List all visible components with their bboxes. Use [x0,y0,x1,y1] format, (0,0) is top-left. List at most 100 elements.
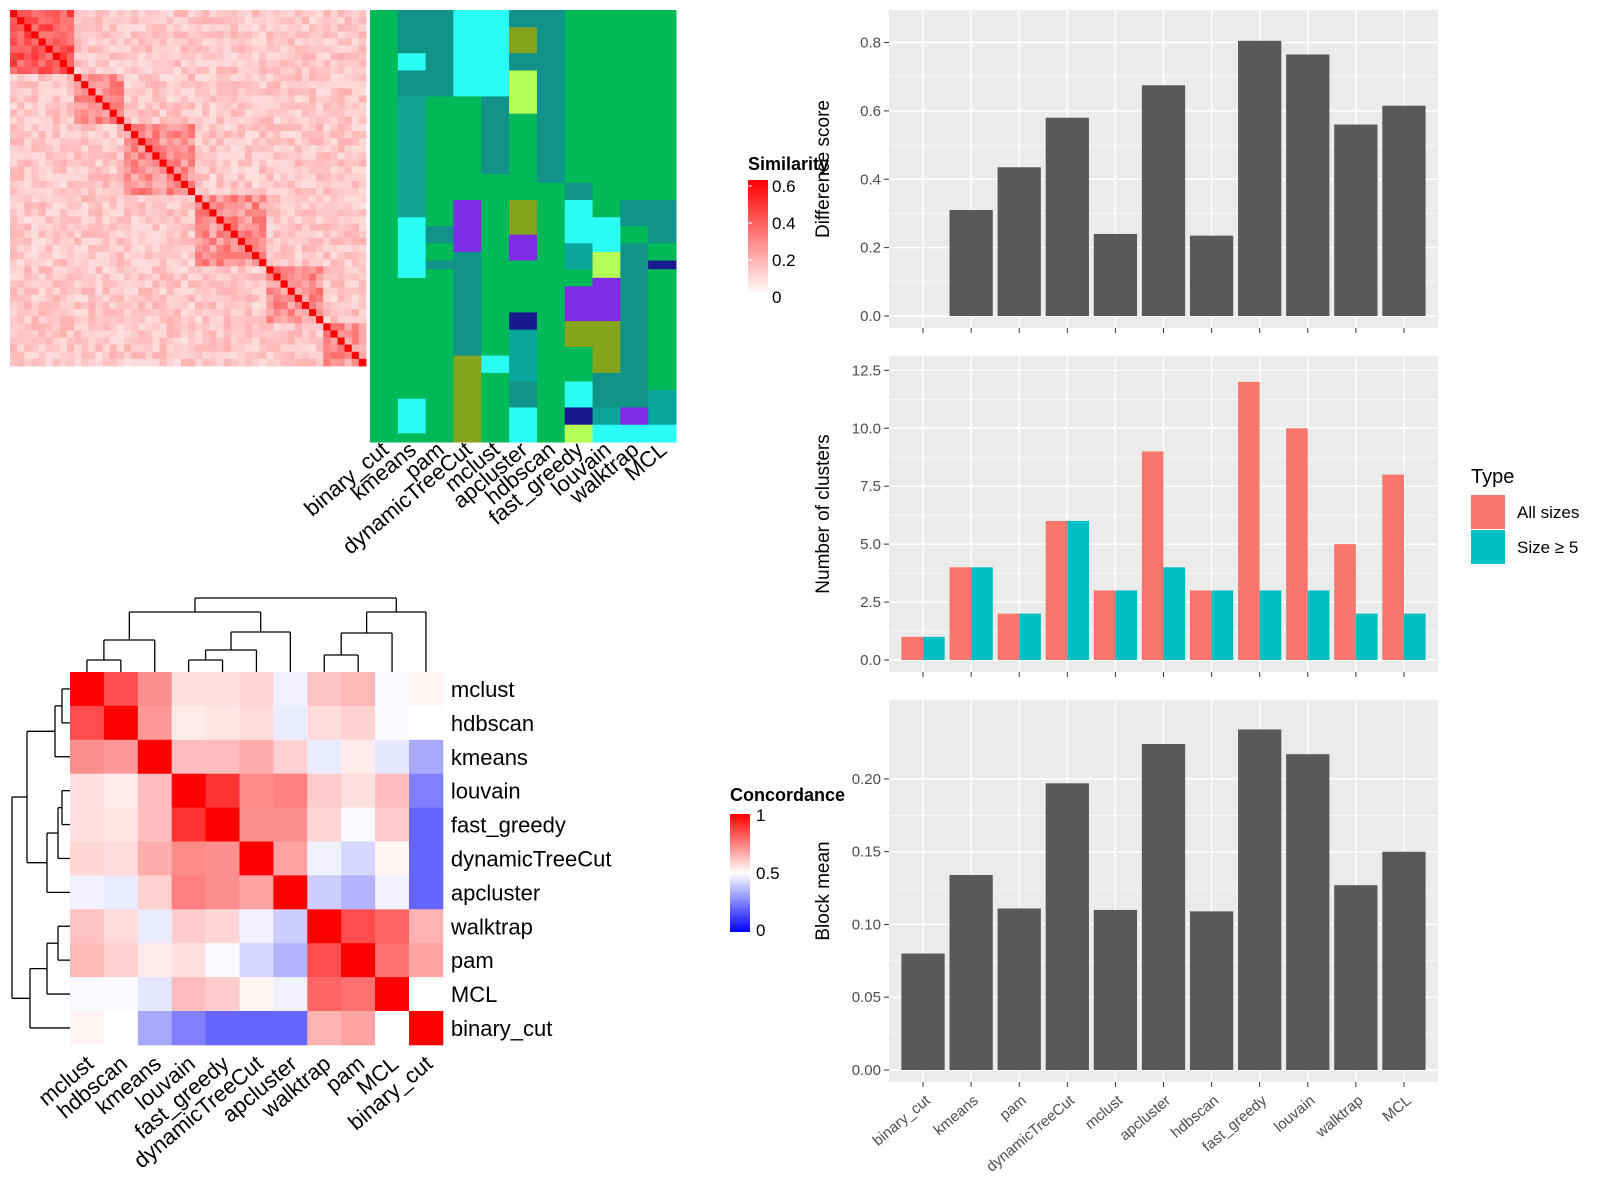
similarity-cell [209,95,217,103]
similarity-cell [223,166,232,175]
similarity-cell [123,31,132,39]
similarity-cell [152,266,160,274]
similarity-cell [81,81,89,89]
similarity-cell [52,116,61,125]
similarity-cell [131,52,139,61]
similarity-cell [273,180,281,189]
similarity-cell [66,280,75,289]
concordance-cell [137,909,173,944]
concordance-cell [70,705,105,741]
similarity-cell [202,145,210,153]
similarity-cell [52,316,61,324]
similarity-cell [259,131,267,139]
similarity-cell [230,195,239,203]
similarity-cell [138,266,146,274]
similarity-cell [123,216,132,224]
similarity-heatmap [10,10,367,367]
similarity-cell [10,10,18,18]
similarity-cell [202,45,210,54]
similarity-cell [81,138,89,146]
similarity-cell [52,188,61,196]
similarity-cell [17,309,25,317]
similarity-cell [138,102,146,111]
similarity-cell [252,294,260,303]
similarity-cell [337,195,346,203]
similarity-cell [66,195,75,203]
similarity-cell [330,280,338,289]
similarity-cell [259,351,267,360]
similarity-cell [59,351,68,360]
similarity-cell [287,38,296,46]
similarity-cell [287,17,296,25]
similarity-cell [202,131,210,139]
type-legend-title: Type [1471,466,1514,488]
similarity-cell [173,95,182,103]
similarity-cell [81,202,89,210]
similarity-cell [273,45,281,54]
similarity-cell [10,195,18,203]
similarity-cell [180,316,189,324]
similarity-cell [74,209,82,217]
similarity-cell [301,180,310,189]
similarity-cell [38,38,46,46]
similarity-cell [45,309,54,317]
similarity-cell [244,223,253,232]
similarity-cell [237,123,246,132]
similarity-cell [223,209,232,217]
similarity-cell [173,259,182,267]
similarity-cell [81,66,89,75]
similarity-cell [166,309,175,317]
similarity-cell [294,344,303,353]
similarity-cell [116,344,125,353]
similarity-cell [152,123,160,132]
similarity-cell [166,244,175,253]
similarity-cell [109,131,118,139]
similarity-cell [81,209,89,217]
similarity-cell [138,273,146,281]
similarity-cell [294,123,303,132]
similarity-cell [116,81,125,89]
similarity-cell [294,202,303,210]
similarity-cell [223,195,232,203]
similarity-cell [188,138,196,146]
similarity-cell [337,209,346,217]
similarity-cell [166,24,175,32]
similarity-cell [316,95,324,103]
similarity-cell [24,230,32,239]
similarity-cell [116,74,125,82]
concordance-cell [205,841,240,876]
similarity-cell [123,38,132,46]
similarity-cell [166,301,175,310]
similarity-cell [188,88,196,96]
similarity-cell [31,88,39,96]
bar [1067,520,1089,660]
similarity-cell [252,259,260,267]
similarity-cell [223,273,232,281]
similarity-cell [159,131,168,139]
similarity-cell [344,323,353,331]
similarity-cell [138,109,146,118]
similarity-cell [230,188,239,196]
similarity-cell [223,66,232,75]
similarity-cell [10,95,18,103]
similarity-cell [166,74,175,82]
similarity-cell [316,280,324,289]
similarity-cell [351,17,360,25]
similarity-cell [294,17,303,25]
similarity-cell [294,244,303,253]
similarity-cell [351,230,360,239]
similarity-cell [123,351,132,360]
similarity-cell [138,45,146,54]
similarity-cell [323,223,331,232]
similarity-cell [351,330,360,338]
similarity-cell [266,152,274,160]
similarity-cell [74,266,82,274]
similarity-cell [10,24,18,32]
similarity-cell [145,309,153,317]
similarity-cell [202,10,210,18]
membership-cell [509,113,538,201]
similarity-cell [216,66,224,75]
similarity-cell [52,24,61,32]
similarity-cell [316,294,324,303]
similarity-cell [31,344,39,353]
